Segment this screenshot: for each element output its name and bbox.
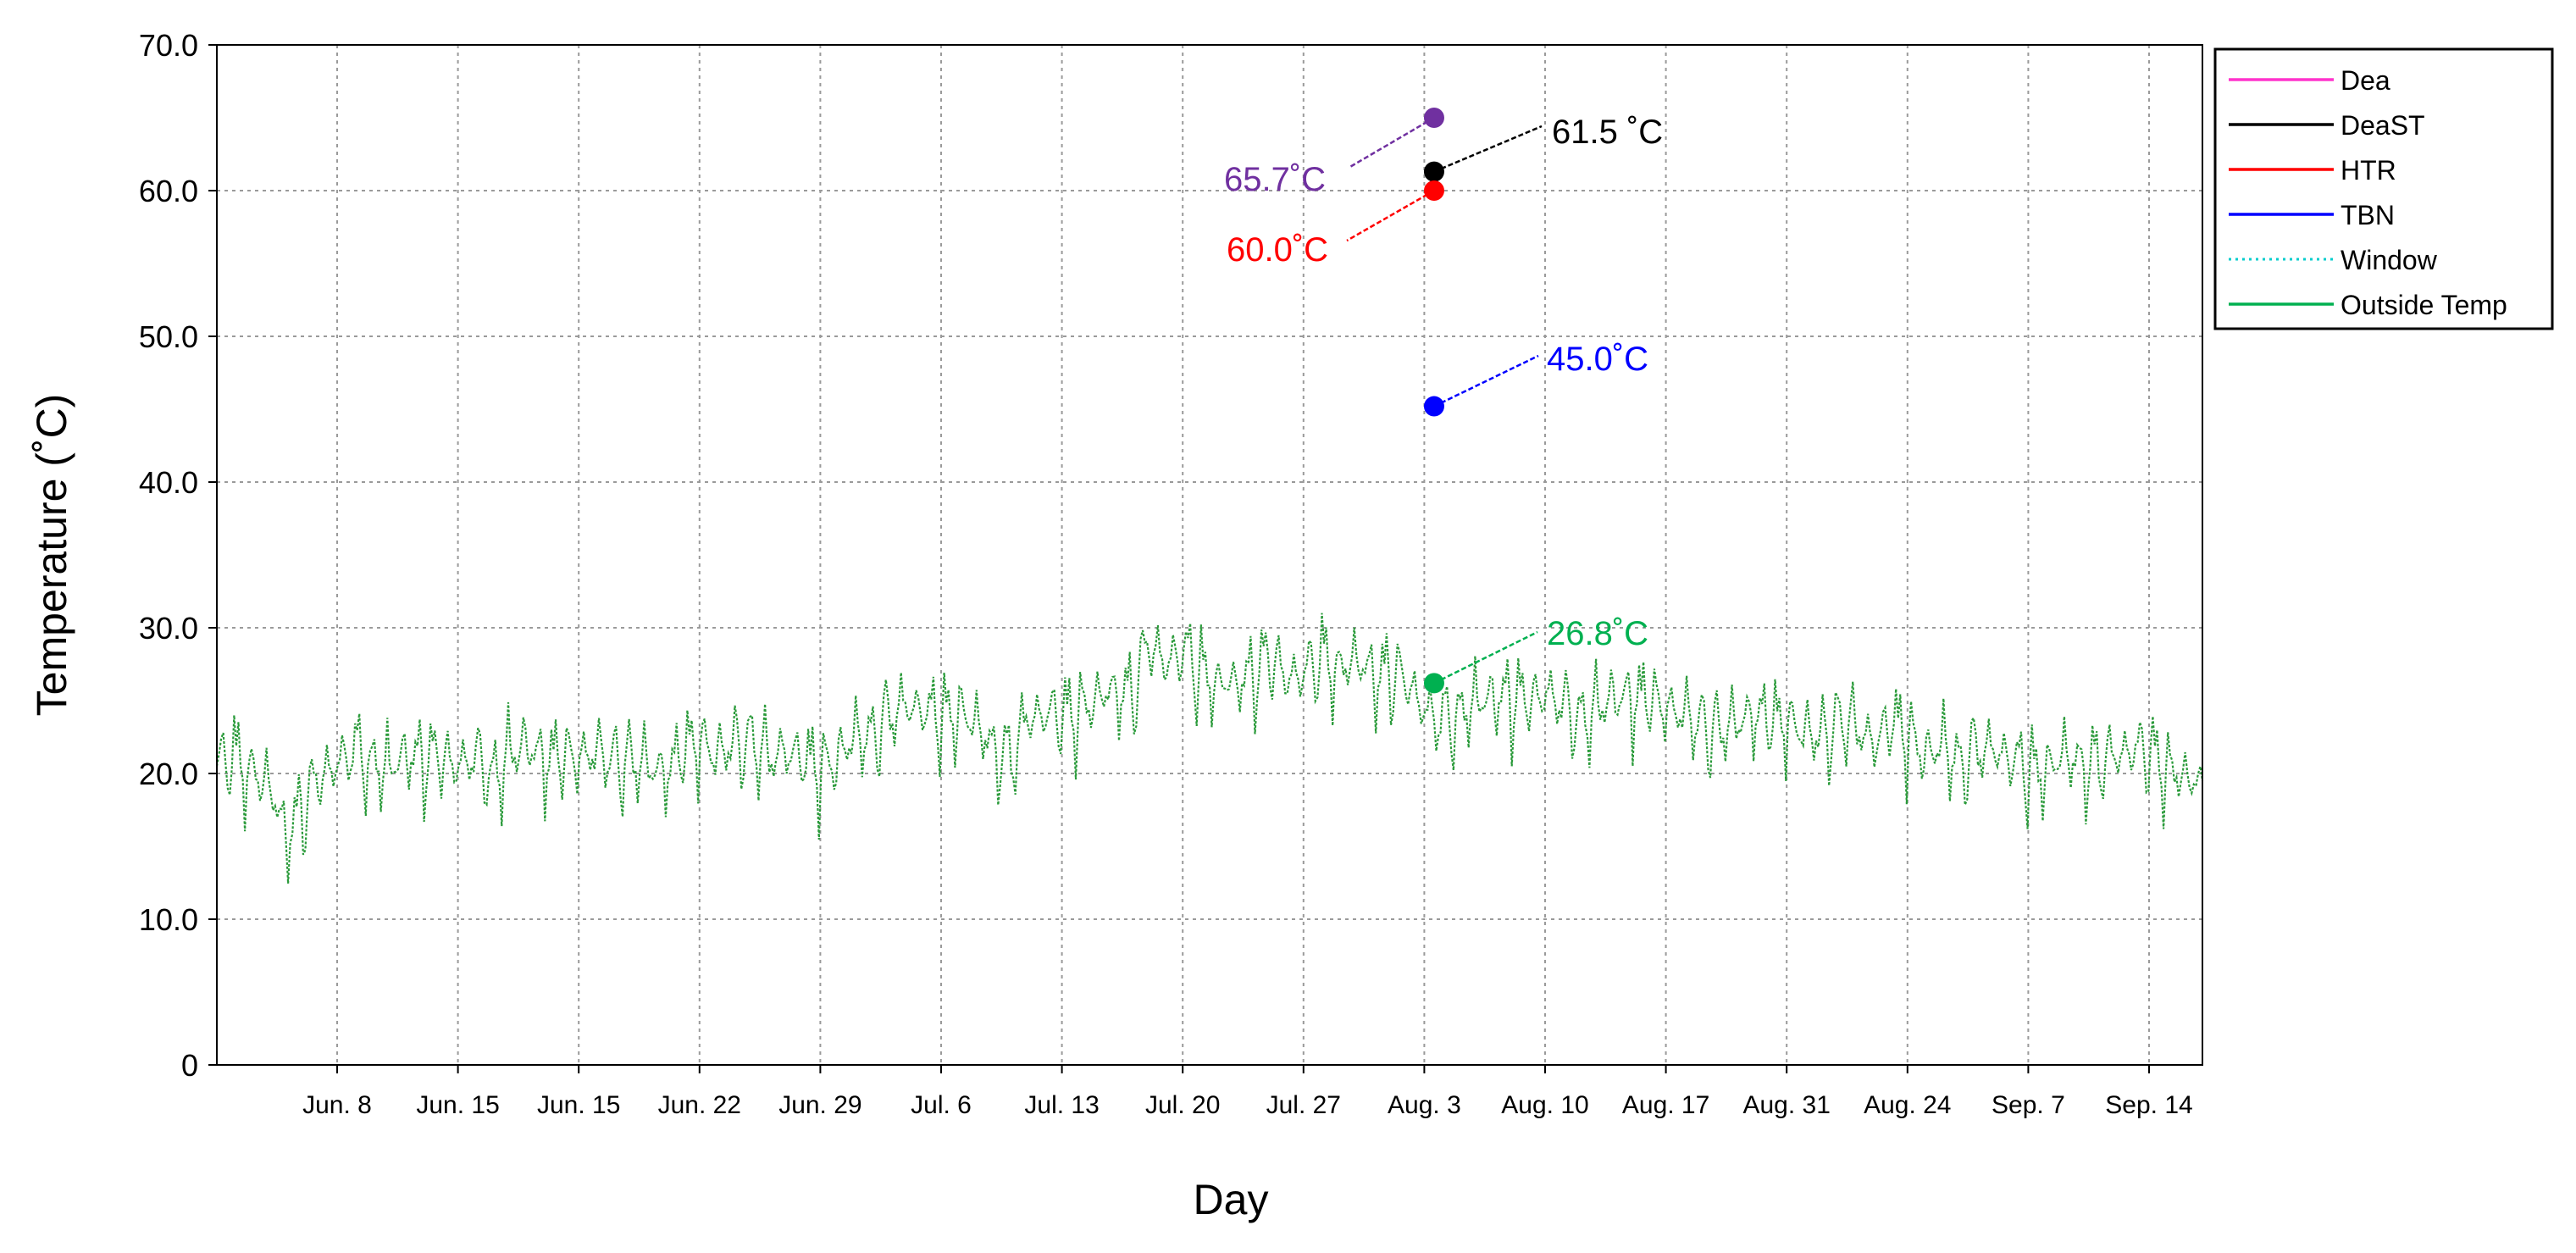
legend-box xyxy=(2213,47,2554,330)
y-axis-ticks: 0 10.0 20.0 30.0 40.0 50.0 60.0 70.0 xyxy=(139,28,217,1083)
annotation-label: 61.5 ˚C xyxy=(1552,114,1663,151)
x-tick-label: Aug. 24 xyxy=(1864,1091,1951,1119)
legend-label: TBN xyxy=(2341,200,2395,230)
annotation-leader xyxy=(1433,125,1543,173)
annotation-leader xyxy=(1433,630,1538,685)
x-tick-label: Aug. 10 xyxy=(1501,1091,1588,1119)
x-tick-label: Aug. 31 xyxy=(1742,1091,1830,1119)
x-tick-label: Jun. 15 xyxy=(416,1091,499,1119)
legend-label: Outside Temp xyxy=(2341,290,2507,320)
series-layer xyxy=(215,613,2204,884)
y-tick-label: 70.0 xyxy=(139,28,198,63)
x-axis-ticks: Jun. 8 Jun. 15 Jun. 15 Jun. 22 Jun. 29 Jul. 6… xyxy=(302,1065,2193,1119)
x-tick-label: Jun. 22 xyxy=(658,1091,741,1119)
legend: Dea DeaST HTR TBN Window Outside Temp xyxy=(2213,47,2554,330)
annotation-leader xyxy=(1346,189,1435,242)
y-axis-label: Temperature (˚C) xyxy=(28,394,75,717)
x-axis-label: Day xyxy=(1194,1176,1269,1223)
x-tick-label: Jun. 15 xyxy=(537,1091,620,1119)
y-tick-label: 20.0 xyxy=(139,757,198,791)
plot-frame xyxy=(216,44,2203,1066)
annotation-points: 65.7˚C 61.5 ˚C 60.0˚C 45.0˚C 26.8˚C xyxy=(1224,108,1663,694)
annotation-label: 45.0˚C xyxy=(1547,341,1648,378)
y-tick-label: 40.0 xyxy=(139,465,198,500)
x-tick-label: Jul. 20 xyxy=(1145,1091,1220,1119)
y-tick-label: 50.0 xyxy=(139,319,198,354)
annotation-label: 26.8˚C xyxy=(1547,615,1648,652)
annotation-point xyxy=(1423,161,1444,182)
legend-label: Dea xyxy=(2341,65,2390,96)
x-tick-label: Jul. 13 xyxy=(1024,1091,1099,1119)
x-tick-label: Jul. 6 xyxy=(911,1091,972,1119)
annotation-point xyxy=(1423,180,1444,201)
y-tick-label: 10.0 xyxy=(139,902,198,937)
series-line-outside-temp xyxy=(215,613,2204,884)
x-tick-label: Jun. 8 xyxy=(302,1091,372,1119)
annotation-point xyxy=(1423,673,1444,694)
annotation-label: 60.0˚C xyxy=(1227,231,1328,269)
y-tick-label: 60.0 xyxy=(139,174,198,208)
annotation-leader xyxy=(1433,354,1539,408)
legend-label: Window xyxy=(2341,245,2438,275)
x-tick-label: Jul. 27 xyxy=(1266,1091,1341,1119)
x-tick-label: Aug. 3 xyxy=(1388,1091,1461,1119)
legend-label: HTR xyxy=(2341,155,2396,186)
x-tick-label: Sep. 14 xyxy=(2105,1091,2192,1119)
legend-label: DeaST xyxy=(2341,110,2425,141)
y-tick-label: 0 xyxy=(181,1048,198,1083)
grid xyxy=(217,45,2202,1065)
x-tick-label: Jun. 29 xyxy=(778,1091,861,1119)
annotation-point xyxy=(1423,108,1444,128)
annotation-point xyxy=(1423,396,1444,417)
x-tick-label: Sep. 7 xyxy=(1992,1091,2065,1119)
y-tick-label: 30.0 xyxy=(139,611,198,646)
annotation-leader xyxy=(1348,116,1435,169)
annotation-label: 65.7˚C xyxy=(1224,161,1326,198)
x-tick-label: Aug. 17 xyxy=(1622,1091,1709,1119)
